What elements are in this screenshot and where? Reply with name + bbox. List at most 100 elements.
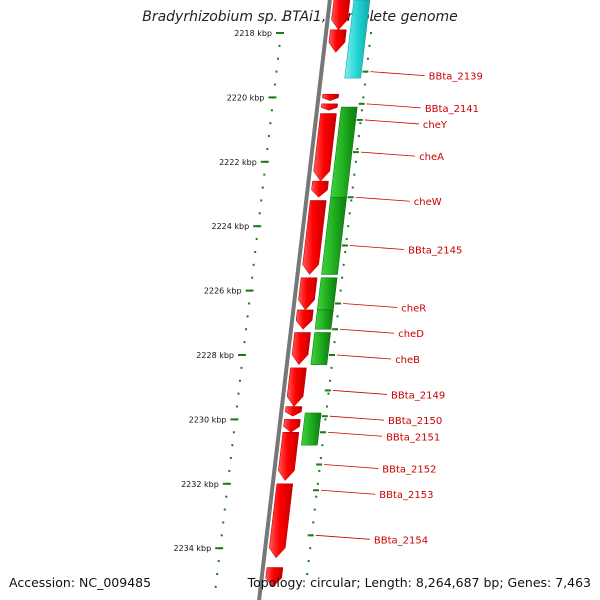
forward-gene xyxy=(265,567,284,588)
strand-guide-dot xyxy=(356,147,359,150)
gene-leader-line xyxy=(329,415,385,421)
gene-label[interactable]: BBta_2154 xyxy=(374,535,428,546)
strand-guide-dot xyxy=(360,109,363,112)
minor-tick xyxy=(260,199,263,202)
gene-label[interactable]: cheA xyxy=(419,152,444,163)
strand-guide-dot xyxy=(368,44,371,47)
minor-tick xyxy=(254,250,257,253)
strand-guide-dot xyxy=(357,135,360,138)
strand-guide-dot xyxy=(330,366,333,369)
gene-label[interactable]: BBta_2153 xyxy=(379,490,433,501)
minor-tick xyxy=(270,109,273,112)
strand-guide-dot xyxy=(328,379,331,382)
minor-tick xyxy=(246,315,249,318)
kbp-tick-label: 2228 kbp xyxy=(196,351,234,360)
gene-leader-line xyxy=(343,303,398,308)
minor-tick xyxy=(276,57,279,60)
gene-leader-line xyxy=(332,390,388,395)
forward-gene xyxy=(291,332,311,366)
strand-guide-dot xyxy=(313,508,316,511)
kbp-scale: 2218 kbp 2220 kbp 2222 kbp 2224 kbp 2226 kbp… xyxy=(174,19,374,588)
strand-guide-dot xyxy=(315,495,318,498)
reverse-gene xyxy=(314,309,334,330)
strand-guide-dot xyxy=(339,289,342,292)
gene-leader-line xyxy=(321,489,376,495)
minor-tick xyxy=(225,495,228,498)
forward-gene xyxy=(328,29,347,53)
strand-guide-dot xyxy=(363,83,366,86)
gene-label[interactable]: BBta_2139 xyxy=(429,72,483,83)
strand-guide-dot xyxy=(321,444,324,447)
strand-guide-dot xyxy=(351,186,354,189)
gene-label[interactable]: cheR xyxy=(401,303,426,314)
reverse-gene xyxy=(321,196,347,275)
strand-guide-dot xyxy=(370,32,372,34)
reverse-gene xyxy=(317,277,338,311)
minor-tick xyxy=(229,457,232,460)
accession-text: Accession: NC_009485 xyxy=(9,575,152,590)
minor-tick xyxy=(237,392,240,395)
minor-tick xyxy=(217,560,220,563)
minor-tick xyxy=(232,431,235,434)
minor-tick xyxy=(222,521,225,524)
minor-tick xyxy=(252,263,255,266)
minor-tick xyxy=(258,212,261,215)
gene-leader-line xyxy=(349,245,405,250)
forward-gene xyxy=(302,200,327,275)
forward-gene xyxy=(283,419,301,433)
minor-tick xyxy=(220,534,223,537)
minor-tick xyxy=(214,585,217,588)
reverse-gene xyxy=(310,332,331,365)
topology-text: Topology: circular; Length: 8,264,687 bp… xyxy=(247,575,591,590)
gene-label[interactable]: cheD xyxy=(398,329,424,340)
gene-leader-line xyxy=(340,328,395,334)
forward-gene xyxy=(298,277,318,311)
reverse-gene xyxy=(301,412,322,446)
forward-gene xyxy=(331,0,351,31)
minor-tick xyxy=(238,379,241,382)
reverse-gene xyxy=(344,0,371,79)
forward-gene xyxy=(286,367,307,407)
strand-guide-dot xyxy=(342,263,345,266)
strand-guide-dot xyxy=(353,173,356,176)
minor-tick xyxy=(243,341,246,344)
gene-leader-line xyxy=(370,71,425,77)
minor-tick xyxy=(231,444,234,447)
kbp-tick-label: 2218 kbp xyxy=(234,29,272,38)
minor-tick xyxy=(269,122,272,125)
gene-label[interactable]: BBta_2150 xyxy=(388,416,442,427)
minor-tick xyxy=(216,572,219,575)
strand-guide-dot xyxy=(362,96,365,99)
minor-tick xyxy=(267,135,270,138)
gene-label[interactable]: cheW xyxy=(414,197,442,208)
minor-tick xyxy=(235,405,238,408)
strand-guide-dot xyxy=(319,457,322,460)
strand-guide-dot xyxy=(327,392,330,395)
strand-guide-dot xyxy=(309,547,312,550)
gene-label[interactable]: BBta_2145 xyxy=(408,246,462,257)
map-title: Bradyrhizobium sp. BTAi1, complete genom… xyxy=(142,9,458,25)
gene-label[interactable]: BBta_2152 xyxy=(382,464,436,475)
minor-tick xyxy=(261,186,264,189)
forward-gene xyxy=(285,406,303,417)
forward-gene xyxy=(313,113,337,182)
strand-guide-dot xyxy=(316,482,319,485)
strand-guide-dot xyxy=(312,521,315,524)
strand-guide-dot xyxy=(350,199,353,202)
gene-label[interactable]: BBta_2149 xyxy=(391,390,445,401)
kbp-tick-label: 2230 kbp xyxy=(189,415,227,424)
strand-guide-dot xyxy=(336,315,339,318)
strand-guide-dot xyxy=(345,238,348,241)
strand-guide-dot xyxy=(324,418,327,421)
strand-guide-dot xyxy=(344,250,347,253)
gene-label[interactable]: BBta_2151 xyxy=(386,432,440,443)
gene-label[interactable]: BBta_2141 xyxy=(425,104,479,115)
minor-tick xyxy=(255,238,258,241)
gene-label[interactable]: cheY xyxy=(423,120,448,131)
gene-leader-line xyxy=(336,354,392,360)
gene-leader-line xyxy=(324,464,379,469)
gene-labels: BBta_2139 BBta_2141 cheY cheA cheW BBta_2145c… xyxy=(315,71,483,546)
kbp-tick-label: 2232 kbp xyxy=(181,480,219,489)
gene-label[interactable]: cheB xyxy=(395,355,420,366)
